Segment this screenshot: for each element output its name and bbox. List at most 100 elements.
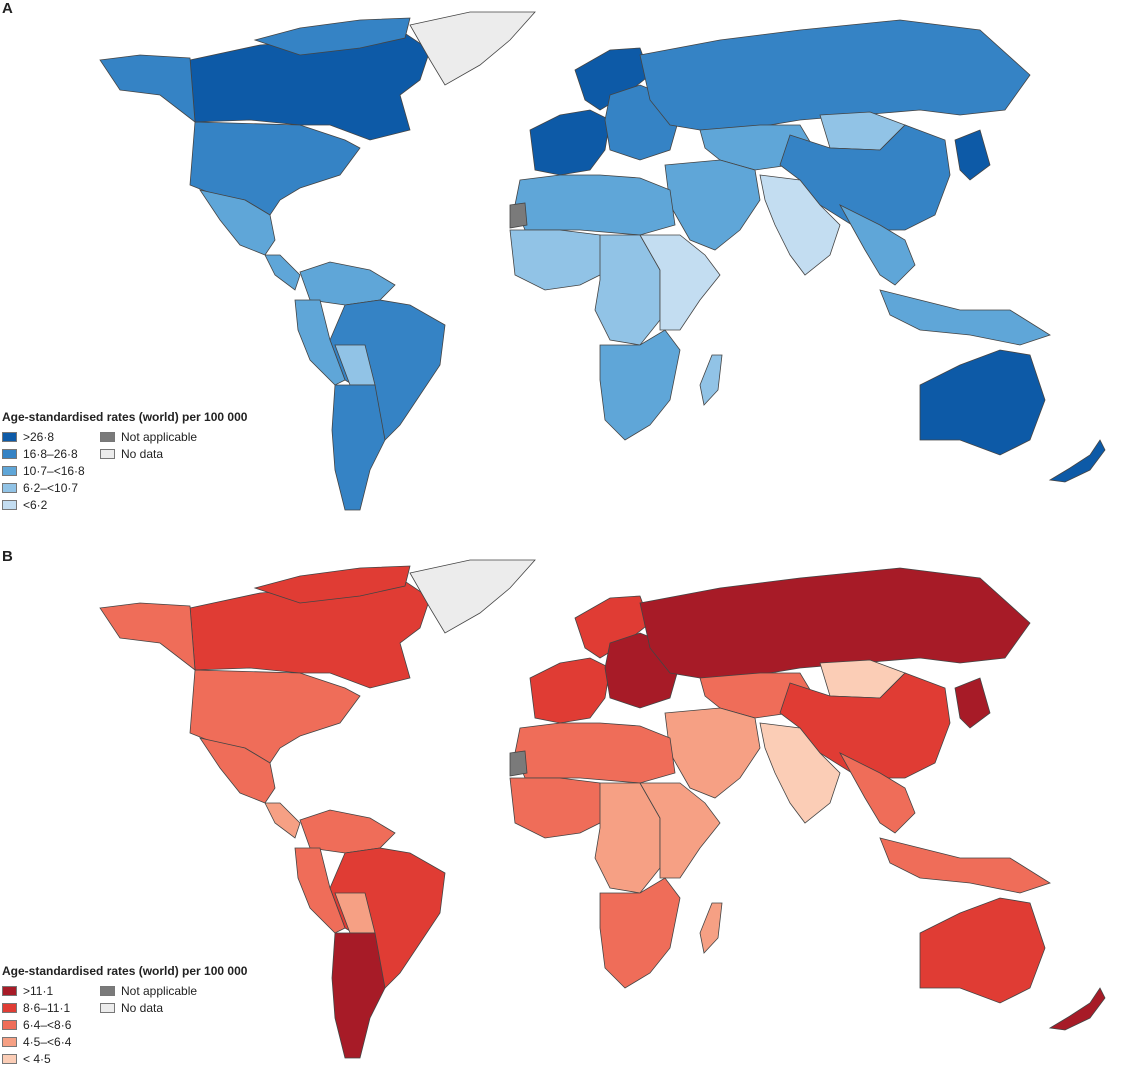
legend: Age-standardised rates (world) per 100 0… <box>2 964 248 1066</box>
legend-item-1: >26·8 <box>2 428 85 445</box>
region-india <box>759 722 841 824</box>
region-mexico <box>199 737 276 804</box>
legend-swatch <box>2 465 17 476</box>
legend-label: No data <box>121 1000 164 1015</box>
legend-item-no-data: No data <box>100 999 197 1016</box>
region-western-sahara <box>509 202 528 229</box>
legend-swatch <box>100 448 115 459</box>
region-southern-africa <box>599 329 681 441</box>
region-middle-east <box>664 159 761 251</box>
legend-label: No data <box>121 446 164 461</box>
legend-item-3: 10·7–<16·8 <box>2 462 85 479</box>
region-peru <box>294 847 346 934</box>
region-australia <box>919 897 1046 1004</box>
region-india <box>759 174 841 276</box>
legend-extra: Not applicable No data <box>100 982 197 1016</box>
legend-item-2: 8·6–11·1 <box>2 999 71 1016</box>
legend-swatch <box>100 1002 115 1013</box>
legend-swatch <box>2 482 17 493</box>
legend-label: < 4·5 <box>23 1051 51 1066</box>
legend-item-not-applicable: Not applicable <box>100 982 197 999</box>
legend-categories: >11·1 8·6–11·1 6·4–<8·6 4·5–<6·4 < 4·5 <box>2 982 71 1067</box>
region-madagascar <box>699 902 723 954</box>
region-scandinavia <box>574 47 651 111</box>
legend: Age-standardised rates (world) per 100 0… <box>2 410 248 512</box>
region-greenland <box>409 559 536 634</box>
region-middle-east <box>664 707 761 799</box>
legend-item-3: 6·4–<8·6 <box>2 1016 71 1033</box>
region-scandinavia <box>574 595 651 659</box>
panel-a: A Age-standardised rates (world) per 100… <box>2 0 1106 512</box>
region-southeast-asia <box>839 204 916 286</box>
region-japan <box>954 677 991 729</box>
region-east-africa <box>639 782 721 879</box>
legend-title: Age-standardised rates (world) per 100 0… <box>2 410 248 424</box>
region-australia <box>919 349 1046 456</box>
region-mexico <box>199 189 276 256</box>
region-arctic-islands <box>253 17 411 56</box>
region-western-europe <box>529 109 611 176</box>
world-map <box>99 11 1106 511</box>
region-central-america <box>264 254 301 291</box>
legend-label: 16·8–26·8 <box>23 446 78 461</box>
legend-label: Not applicable <box>121 429 198 444</box>
legend-item-4: 4·5–<6·4 <box>2 1033 71 1050</box>
region-colombia-venezuela <box>299 809 396 854</box>
legend-item-1: >11·1 <box>2 982 71 999</box>
legend-item-5: < 4·5 <box>2 1050 71 1067</box>
region-west-africa <box>509 229 611 291</box>
legend-label: 4·5–<6·4 <box>23 1034 72 1049</box>
region-western-europe <box>529 657 611 724</box>
legend-swatch <box>2 499 17 510</box>
region-russia <box>639 567 1031 679</box>
legend-extra: Not applicable No data <box>100 428 197 462</box>
legend-label: 6·4–<8·6 <box>23 1017 72 1032</box>
panel-label: A <box>2 0 13 17</box>
legend-label: <6·2 <box>23 497 48 512</box>
legend-item-no-data: No data <box>100 445 197 462</box>
region-north-africa <box>514 722 676 784</box>
legend-item-5: <6·2 <box>2 496 85 513</box>
region-indonesia <box>879 289 1051 346</box>
region-southeast-asia <box>839 752 916 834</box>
region-west-africa <box>509 777 611 839</box>
legend-label: >11·1 <box>23 983 54 998</box>
legend-swatch <box>2 448 17 459</box>
panel-label: B <box>2 548 13 565</box>
region-north-africa <box>514 174 676 236</box>
legend-swatch <box>100 431 115 442</box>
region-madagascar <box>699 354 723 406</box>
legend-label: 8·6–11·1 <box>23 1000 71 1015</box>
region-alaska <box>99 602 196 671</box>
region-central-america <box>264 802 301 839</box>
legend-swatch <box>2 1019 17 1030</box>
legend-swatch <box>2 1053 17 1064</box>
legend-item-4: 6·2–<10·7 <box>2 479 85 496</box>
world-map <box>99 559 1106 1059</box>
legend-label: 6·2–<10·7 <box>23 480 79 495</box>
region-greenland <box>409 11 536 86</box>
region-argentina-chile <box>331 384 386 511</box>
legend-swatch <box>2 431 17 442</box>
region-japan <box>954 129 991 181</box>
legend-swatch <box>2 985 17 996</box>
region-east-africa <box>639 234 721 331</box>
legend-title: Age-standardised rates (world) per 100 0… <box>2 964 248 978</box>
legend-item-2: 16·8–26·8 <box>2 445 85 462</box>
region-southern-africa <box>599 877 681 989</box>
region-indonesia <box>879 837 1051 894</box>
legend-swatch <box>2 1002 17 1013</box>
region-alaska <box>99 54 196 123</box>
region-argentina-chile <box>331 932 386 1059</box>
region-new-zealand <box>1048 987 1106 1031</box>
legend-label: 10·7–<16·8 <box>23 463 85 478</box>
legend-categories: >26·8 16·8–26·8 10·7–<16·8 6·2–<10·7 <6·2 <box>2 428 85 513</box>
region-peru <box>294 299 346 386</box>
region-new-zealand <box>1048 439 1106 483</box>
region-colombia-venezuela <box>299 261 396 306</box>
region-russia <box>639 19 1031 131</box>
legend-label: >26·8 <box>23 429 55 444</box>
region-western-sahara <box>509 750 528 777</box>
panel-b: B Age-standardised rates (world) per 100… <box>0 548 1140 1069</box>
legend-swatch <box>2 1036 17 1047</box>
